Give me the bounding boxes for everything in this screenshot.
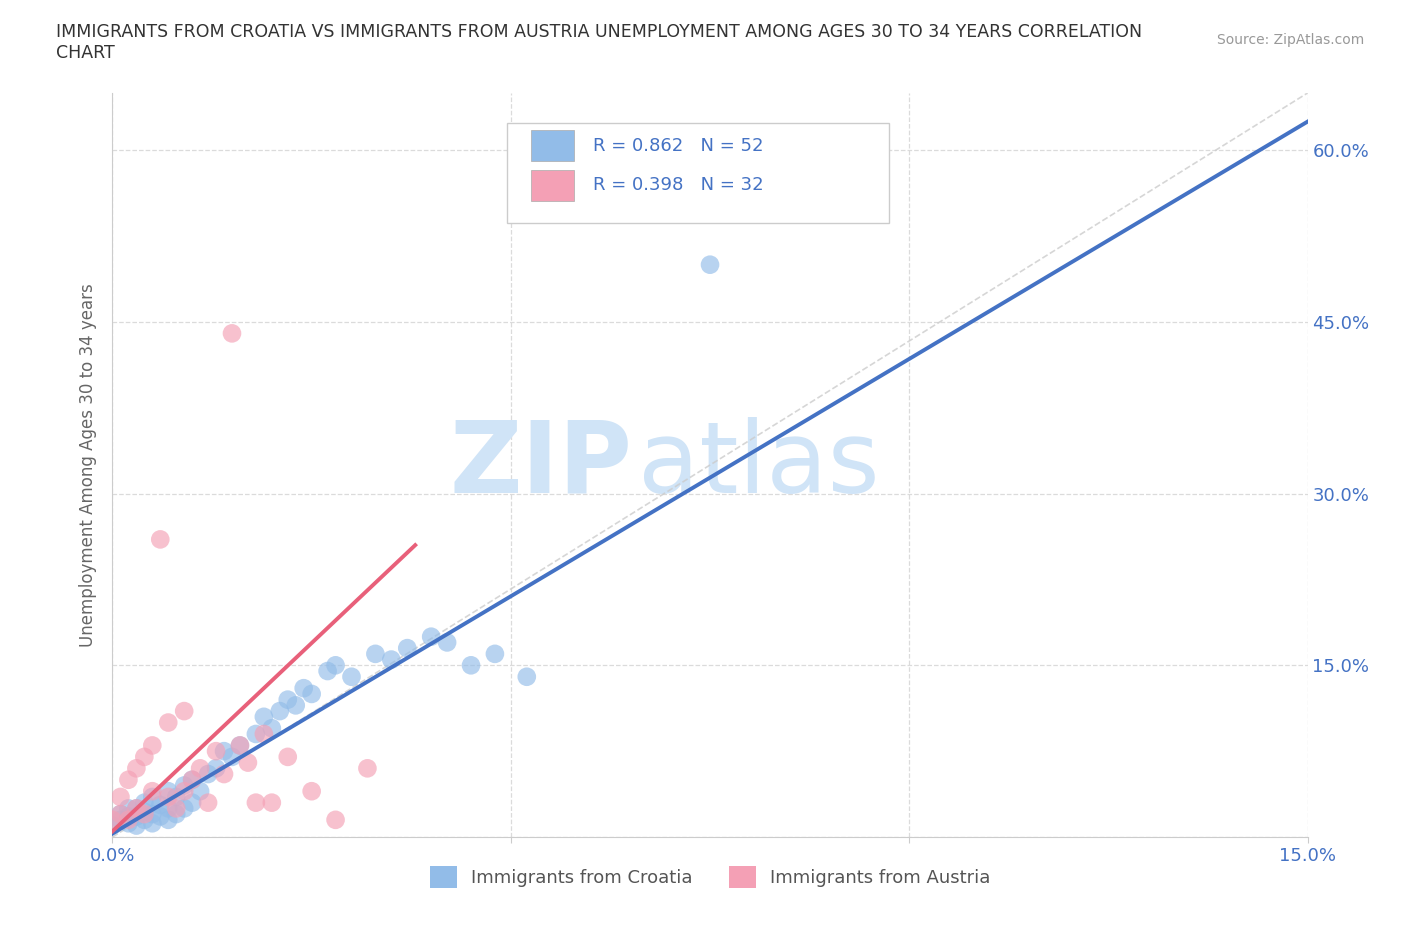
Point	[253, 726, 276, 741]
Point	[117, 801, 139, 816]
Point	[117, 813, 139, 828]
FancyBboxPatch shape	[531, 169, 574, 201]
Point	[141, 816, 163, 830]
Point	[460, 658, 482, 672]
Point	[188, 761, 211, 776]
Point	[165, 806, 187, 821]
Point	[134, 804, 156, 819]
Point	[101, 813, 124, 828]
Point	[221, 326, 243, 340]
Point	[110, 806, 132, 821]
Point	[197, 766, 219, 781]
Text: R = 0.862   N = 52: R = 0.862 N = 52	[593, 137, 763, 154]
Point	[484, 646, 506, 661]
Point	[245, 726, 267, 741]
Point	[149, 798, 172, 813]
Point	[181, 772, 204, 787]
Point	[212, 744, 235, 759]
Point	[101, 818, 124, 833]
FancyBboxPatch shape	[508, 123, 890, 223]
Point	[141, 790, 163, 804]
Point	[125, 818, 148, 833]
Point	[245, 795, 267, 810]
Point	[396, 641, 419, 656]
Text: Source: ZipAtlas.com: Source: ZipAtlas.com	[1216, 33, 1364, 46]
Point	[221, 750, 243, 764]
Point	[181, 772, 204, 787]
Point	[269, 704, 291, 719]
Point	[340, 670, 363, 684]
Point	[197, 795, 219, 810]
Y-axis label: Unemployment Among Ages 30 to 34 years: Unemployment Among Ages 30 to 34 years	[79, 283, 97, 647]
Point	[125, 801, 148, 816]
Text: ZIP: ZIP	[450, 417, 633, 513]
Point	[117, 816, 139, 830]
Point	[188, 784, 211, 799]
Point	[277, 692, 299, 707]
Point	[173, 778, 195, 793]
Point	[173, 784, 195, 799]
Point	[325, 658, 347, 672]
Text: CHART: CHART	[56, 44, 115, 61]
Point	[420, 630, 443, 644]
Point	[173, 801, 195, 816]
Point	[157, 813, 180, 828]
Point	[436, 635, 458, 650]
Point	[157, 784, 180, 799]
Point	[292, 681, 315, 696]
Text: R = 0.398   N = 32: R = 0.398 N = 32	[593, 177, 763, 194]
Point	[205, 761, 228, 776]
Point	[134, 795, 156, 810]
Point	[157, 715, 180, 730]
Point	[125, 809, 148, 824]
Point	[356, 761, 378, 776]
Point	[325, 813, 347, 828]
Point	[173, 704, 195, 719]
Point	[212, 766, 235, 781]
Point	[110, 813, 132, 828]
Point	[301, 686, 323, 701]
Point	[229, 738, 252, 753]
Point	[149, 532, 172, 547]
Point	[149, 809, 172, 824]
Point	[134, 813, 156, 828]
Point	[236, 755, 259, 770]
Point	[125, 801, 148, 816]
Point	[157, 801, 180, 816]
Point	[134, 806, 156, 821]
Point	[516, 670, 538, 684]
Point	[110, 806, 132, 821]
Point	[229, 738, 252, 753]
Point	[141, 806, 163, 821]
Point	[125, 761, 148, 776]
Point	[284, 698, 307, 712]
Point	[165, 790, 187, 804]
Point	[157, 790, 180, 804]
Point	[205, 744, 228, 759]
Point	[260, 795, 283, 810]
Point	[260, 721, 283, 736]
Point	[380, 652, 402, 667]
Point	[181, 795, 204, 810]
Point	[277, 750, 299, 764]
Point	[364, 646, 387, 661]
Point	[141, 738, 163, 753]
Point	[141, 784, 163, 799]
Point	[316, 664, 339, 679]
FancyBboxPatch shape	[531, 130, 574, 162]
Text: IMMIGRANTS FROM CROATIA VS IMMIGRANTS FROM AUSTRIA UNEMPLOYMENT AMONG AGES 30 TO: IMMIGRANTS FROM CROATIA VS IMMIGRANTS FR…	[56, 23, 1142, 41]
Point	[165, 801, 187, 816]
Legend: Immigrants from Croatia, Immigrants from Austria: Immigrants from Croatia, Immigrants from…	[422, 858, 998, 895]
Point	[134, 750, 156, 764]
Point	[110, 790, 132, 804]
Text: atlas: atlas	[638, 417, 880, 513]
Point	[301, 784, 323, 799]
Point	[699, 258, 721, 272]
Point	[253, 710, 276, 724]
Point	[117, 772, 139, 787]
Point	[117, 809, 139, 824]
